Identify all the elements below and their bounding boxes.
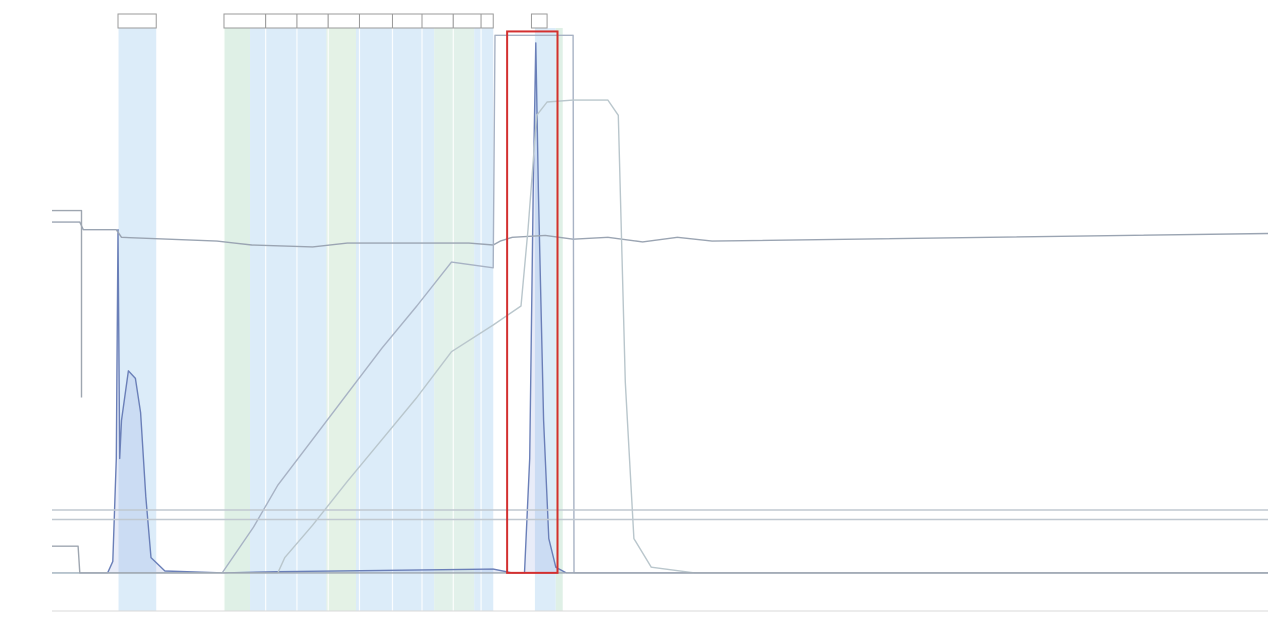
fraction-shading-layer	[118, 28, 563, 611]
fraction-box-11	[530, 13, 548, 29]
series-6-line	[52, 209, 83, 398]
fraction-box-4	[296, 13, 329, 29]
series-2-line	[52, 221, 1269, 248]
series-5-line	[52, 545, 1268, 574]
shaded-region-6	[434, 28, 475, 611]
shaded-region-3	[250, 28, 327, 611]
fraction-box-10	[480, 13, 494, 29]
fraction-box-1	[117, 13, 157, 29]
fraction-box-8	[421, 13, 454, 29]
shaded-region-4	[326, 28, 356, 611]
shaded-region-7	[474, 28, 494, 611]
shaded-region-8	[534, 28, 556, 611]
shaded-region-2	[223, 28, 251, 611]
fraction-divider-layer	[117, 28, 533, 611]
fraction-label-bar	[117, 13, 548, 29]
shaded-region-5	[356, 28, 435, 611]
shaded-region-1	[118, 28, 157, 611]
highlight-layer	[506, 30, 559, 574]
fraction-box-3	[265, 13, 298, 29]
shaded-region-9	[555, 28, 563, 611]
fraction-box-5	[327, 13, 360, 29]
series-layer	[52, 34, 1269, 574]
highlight-box	[506, 30, 559, 574]
fraction-box-6	[358, 13, 393, 29]
fraction-box-2	[223, 13, 267, 29]
fraction-box-7	[391, 13, 423, 29]
fraction-box-9	[452, 13, 482, 29]
